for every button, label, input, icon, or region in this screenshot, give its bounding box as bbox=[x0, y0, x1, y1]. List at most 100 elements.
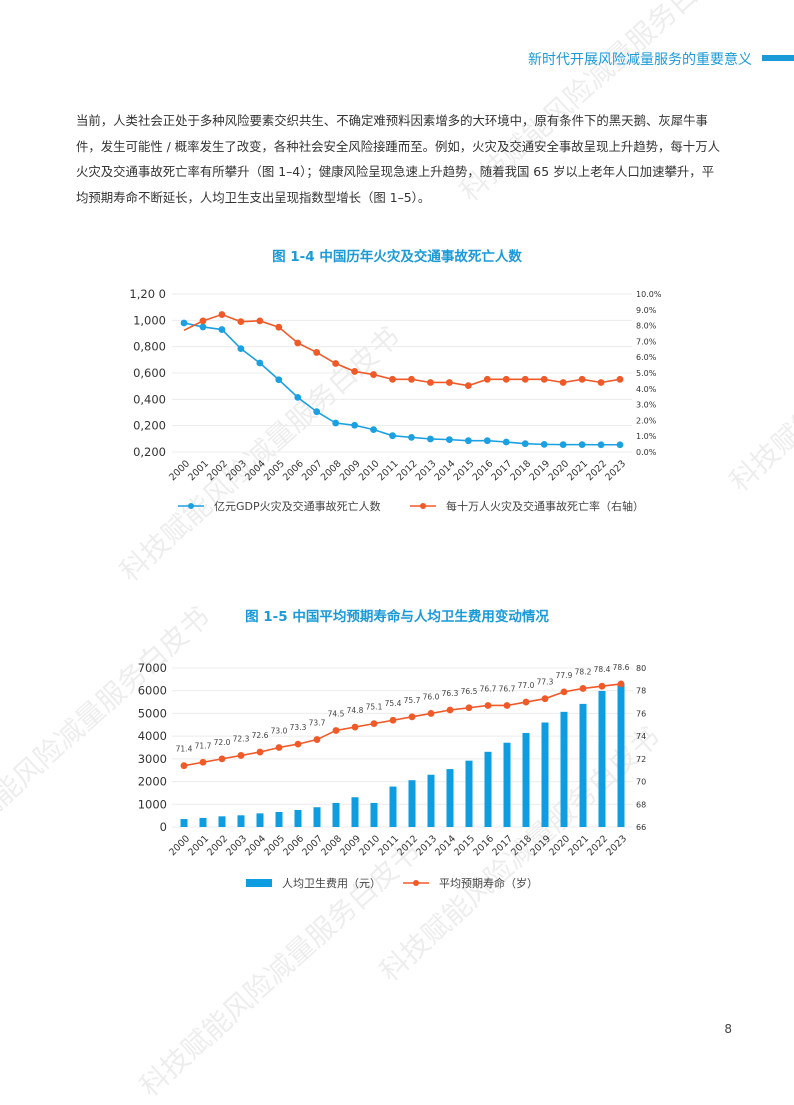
data-point bbox=[521, 375, 529, 383]
x-axis-tick: 2015 bbox=[452, 833, 477, 858]
x-axis-tick: 2012 bbox=[395, 458, 420, 483]
data-point bbox=[464, 437, 472, 445]
legend-label: 人均卫生费用（元） bbox=[282, 876, 381, 890]
bar bbox=[484, 751, 492, 827]
left-axis-tick: 0,600 bbox=[133, 366, 166, 380]
data-point bbox=[617, 680, 625, 688]
right-axis-tick: 8.0% bbox=[636, 322, 657, 331]
data-point bbox=[370, 720, 378, 728]
data-label: 73.0 bbox=[271, 727, 288, 736]
left-axis-tick: 2000 bbox=[138, 775, 167, 789]
legend-label: 平均预期寿命（岁） bbox=[439, 876, 538, 890]
x-axis-tick: 2010 bbox=[357, 833, 382, 858]
figure-1-4-title: 图 1-4 中国历年火灾及交通事故死亡人数 bbox=[272, 249, 522, 265]
left-axis-tick: 0,400 bbox=[133, 392, 166, 406]
data-point bbox=[445, 436, 453, 444]
left-axis-tick: 1,000 bbox=[133, 313, 166, 327]
data-point bbox=[408, 713, 416, 721]
data-point bbox=[427, 435, 434, 443]
data-point bbox=[408, 433, 415, 441]
data-label: 78.4 bbox=[594, 665, 611, 674]
data-label: 78.6 bbox=[613, 663, 630, 672]
data-point bbox=[579, 685, 587, 692]
x-axis-tick: 2009 bbox=[338, 458, 363, 483]
legend-marker bbox=[413, 880, 419, 886]
data-point bbox=[578, 441, 586, 449]
data-point bbox=[351, 368, 359, 375]
right-axis-tick: 68 bbox=[636, 800, 646, 809]
data-point bbox=[446, 706, 454, 714]
legend-marker bbox=[188, 503, 194, 509]
data-point bbox=[522, 698, 530, 706]
data-point bbox=[199, 323, 207, 331]
right-axis-tick: 7.0% bbox=[636, 337, 657, 346]
data-point bbox=[598, 682, 606, 690]
left-axis-tick: 1000 bbox=[138, 797, 167, 811]
series-line bbox=[183, 322, 620, 446]
data-point bbox=[256, 748, 264, 756]
bar bbox=[199, 817, 207, 827]
x-axis-tick: 2014 bbox=[433, 833, 458, 858]
data-point bbox=[597, 379, 605, 386]
x-axis-tick: 2003 bbox=[224, 458, 249, 483]
x-axis-tick: 2012 bbox=[395, 833, 420, 858]
data-point bbox=[275, 744, 283, 751]
data-point bbox=[294, 740, 302, 748]
x-axis-tick: 2016 bbox=[471, 458, 496, 483]
bar bbox=[180, 819, 188, 827]
data-point bbox=[502, 438, 510, 446]
bar bbox=[503, 742, 511, 827]
data-point bbox=[483, 375, 491, 383]
x-axis-tick: 2004 bbox=[243, 458, 268, 483]
data-point bbox=[389, 432, 396, 440]
bar bbox=[332, 802, 340, 827]
right-axis-tick: 72 bbox=[636, 755, 646, 764]
right-axis-tick: 78 bbox=[636, 687, 646, 696]
data-point bbox=[483, 437, 491, 445]
data-point bbox=[199, 317, 207, 325]
data-point bbox=[351, 723, 359, 731]
data-point bbox=[541, 695, 549, 703]
left-axis-tick: 5000 bbox=[138, 706, 167, 720]
data-point bbox=[275, 323, 283, 331]
data-label: 72.3 bbox=[233, 734, 250, 743]
legend-swatch bbox=[246, 879, 272, 887]
data-label: 75.1 bbox=[366, 703, 383, 712]
right-axis-tick: 5.0% bbox=[636, 369, 657, 378]
data-point bbox=[218, 311, 226, 318]
data-point bbox=[351, 421, 359, 429]
right-axis-tick: 66 bbox=[636, 823, 646, 832]
bar bbox=[617, 683, 625, 827]
x-axis-tick: 2017 bbox=[490, 833, 515, 858]
data-point bbox=[578, 375, 586, 383]
x-axis-tick: 2003 bbox=[224, 833, 249, 858]
header-accent-bar bbox=[762, 55, 794, 61]
data-point bbox=[559, 441, 567, 449]
left-axis-tick: 0,200 bbox=[133, 445, 166, 459]
section-title: 新时代开展风险减量服务的重要意义 bbox=[528, 52, 752, 68]
bar bbox=[560, 711, 568, 827]
data-point bbox=[332, 419, 340, 427]
bar bbox=[218, 816, 226, 827]
left-axis-tick: 0,200 bbox=[133, 419, 166, 433]
left-axis-tick: 6000 bbox=[138, 684, 167, 698]
data-point bbox=[502, 375, 510, 383]
x-axis-tick: 2014 bbox=[433, 458, 458, 483]
x-axis-tick: 2016 bbox=[471, 833, 496, 858]
right-axis-tick: 70 bbox=[636, 778, 646, 787]
bar bbox=[294, 809, 302, 827]
bar bbox=[256, 813, 264, 827]
right-axis-tick: 1.0% bbox=[636, 432, 657, 441]
x-axis-tick: 2017 bbox=[490, 458, 515, 483]
data-label: 77.9 bbox=[556, 671, 573, 680]
data-point bbox=[256, 317, 264, 325]
x-axis-tick: 2006 bbox=[281, 833, 306, 858]
bar bbox=[275, 812, 283, 827]
data-point bbox=[199, 758, 207, 766]
data-point bbox=[389, 716, 397, 724]
left-axis-tick: 1,20 0 bbox=[129, 287, 166, 301]
data-label: 76.7 bbox=[480, 684, 497, 693]
x-axis-tick: 2002 bbox=[205, 833, 230, 858]
x-axis-tick: 2005 bbox=[262, 833, 287, 858]
right-axis-tick: 74 bbox=[636, 732, 646, 741]
